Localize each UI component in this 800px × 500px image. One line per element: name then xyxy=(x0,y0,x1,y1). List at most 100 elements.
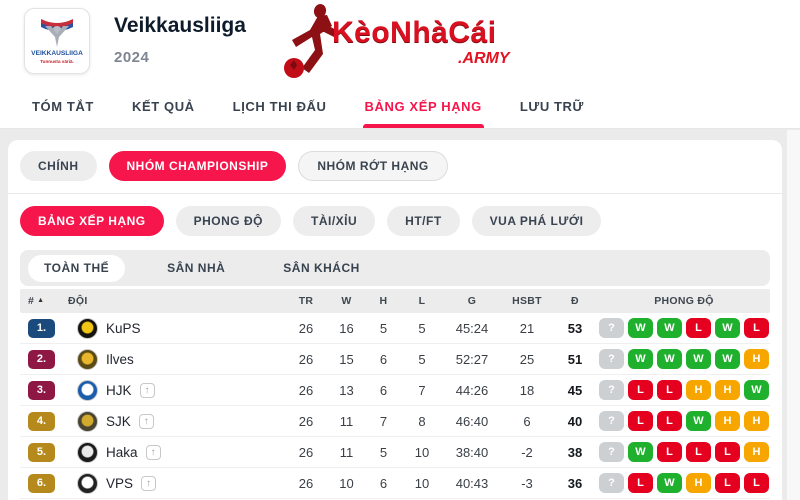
form-badge[interactable]: W xyxy=(657,349,682,369)
col-losses: L xyxy=(418,295,426,307)
table-row[interactable]: 4. SJK ↑ 26 11 7 8 46:40 6 40 ? L L W H H xyxy=(20,406,770,437)
nav-tab[interactable]: TÓM TẮT xyxy=(32,98,94,114)
form-badge[interactable]: ? xyxy=(599,380,624,400)
nav-tab[interactable]: BẢNG XẾP HẠNG xyxy=(362,84,484,128)
table-row[interactable]: 2. Ilves 26 15 6 5 52:27 25 51 ? W W W W H xyxy=(20,344,770,375)
table-row[interactable]: 5. Haka ↑ 26 11 5 10 38:40 -2 38 ? W L L L H xyxy=(20,437,770,468)
form-badge[interactable]: L xyxy=(628,380,653,400)
goal-difference: -2 xyxy=(521,444,533,460)
wins: 11 xyxy=(339,444,354,460)
form-badge[interactable]: ? xyxy=(599,318,624,338)
matches-played: 26 xyxy=(298,413,314,429)
soccer-player-icon xyxy=(284,4,340,78)
form-badge[interactable]: W xyxy=(628,318,653,338)
form-badges: ? L L H H W xyxy=(598,380,770,400)
team-name[interactable]: SJK xyxy=(106,413,131,429)
scope-tab[interactable]: SÂN NHÀ xyxy=(167,261,226,275)
promotion-arrow-icon: ↑ xyxy=(145,444,161,460)
points: 51 xyxy=(567,351,583,367)
form-badge[interactable]: L xyxy=(628,473,653,493)
col-wins: W xyxy=(341,295,352,307)
team-name[interactable]: VPS xyxy=(106,475,134,491)
goal-difference: 21 xyxy=(519,320,535,336)
table-row[interactable]: 6. VPS ↑ 26 10 6 10 40:43 -3 36 ? L W H L L xyxy=(20,468,770,499)
rank-badge: 3. xyxy=(28,380,55,400)
col-goal-diff: HSBT xyxy=(512,295,542,307)
form-badge[interactable]: L xyxy=(686,442,711,462)
filter-pill[interactable]: HT/FT xyxy=(387,206,460,236)
goals: 45:24 xyxy=(455,320,489,336)
form-badge[interactable]: L xyxy=(744,473,769,493)
form-badge[interactable]: H xyxy=(744,442,769,462)
site-brand[interactable]: KèoNhàCái .ARMY xyxy=(284,0,546,84)
team-name[interactable]: Haka xyxy=(106,444,138,460)
matches-played: 26 xyxy=(298,444,314,460)
scope-tab[interactable]: TOÀN THỂ xyxy=(28,254,126,282)
form-badge[interactable]: L xyxy=(686,318,711,338)
draws: 6 xyxy=(379,351,388,367)
form-badge[interactable]: ? xyxy=(599,411,624,431)
losses: 7 xyxy=(418,382,426,398)
form-badge[interactable]: L xyxy=(715,442,740,462)
scope-tabs: TOÀN THỂ SÂN NHÀ SÂN KHÁCH xyxy=(20,250,770,286)
table-row[interactable]: 1. KuPS 26 16 5 5 45:24 21 53 ? W W L W L xyxy=(20,313,770,344)
form-badge[interactable]: W xyxy=(657,318,682,338)
team-name[interactable]: HJK xyxy=(106,382,132,398)
rank-badge: 2. xyxy=(28,349,55,369)
filter-pill[interactable]: PHONG ĐỘ xyxy=(175,206,281,236)
filter-pill[interactable]: CHÍNH xyxy=(20,151,97,181)
form-badge[interactable]: H xyxy=(686,380,711,400)
form-badge[interactable]: H xyxy=(744,411,769,431)
table-header: # ▲ ĐỘI TR W H L G HSBT Đ PHONG ĐỘ xyxy=(20,289,770,313)
losses: 5 xyxy=(418,320,426,336)
col-played: TR xyxy=(298,295,314,307)
scope-tab[interactable]: SÂN KHÁCH xyxy=(283,261,360,275)
filter-pill[interactable]: NHÓM RỚT HẠNG xyxy=(298,151,448,181)
draws: 7 xyxy=(379,413,388,429)
filter-pill[interactable]: BẢNG XẾP HẠNG xyxy=(20,206,164,236)
form-badge[interactable]: W xyxy=(715,349,740,369)
form-badge[interactable]: W xyxy=(628,349,653,369)
points: 40 xyxy=(567,413,583,429)
form-badge[interactable]: H xyxy=(686,473,711,493)
form-badge[interactable]: L xyxy=(657,442,682,462)
form-badge[interactable]: W xyxy=(686,349,711,369)
filter-pill[interactable]: TÀI/XỈU xyxy=(292,206,376,236)
form-badge[interactable]: W xyxy=(744,380,769,400)
nav-tab[interactable]: LƯU TRỮ xyxy=(519,98,584,114)
form-badge[interactable]: W xyxy=(628,442,653,462)
group-tabs: CHÍNH NHÓM CHAMPIONSHIP NHÓM RỚT HẠNG xyxy=(20,150,770,182)
form-badges: ? W L L L H xyxy=(598,442,770,462)
form-badge[interactable]: H xyxy=(744,349,769,369)
veikkausliiga-logo-icon: VEIKKAUSLIIGA Tunnusta väriä. xyxy=(31,19,83,64)
table-row[interactable]: 3. HJK ↑ 26 13 6 7 44:26 18 45 ? L L H H W xyxy=(20,375,770,406)
form-badge[interactable]: W xyxy=(657,473,682,493)
matches-played: 26 xyxy=(298,320,314,336)
form-badge[interactable]: W xyxy=(686,411,711,431)
form-badge[interactable]: L xyxy=(657,411,682,431)
team-name[interactable]: Ilves xyxy=(106,351,134,367)
goals: 46:40 xyxy=(455,413,489,429)
brand-name: KèoNhàCái xyxy=(332,16,497,49)
team-logo-icon xyxy=(76,379,98,401)
team-name[interactable]: KuPS xyxy=(106,320,141,336)
promotion-arrow-icon: ↑ xyxy=(141,475,157,491)
col-form: PHONG ĐỘ xyxy=(654,295,714,307)
form-badge[interactable]: L xyxy=(744,318,769,338)
filter-pill[interactable]: NHÓM CHAMPIONSHIP xyxy=(108,151,287,181)
form-badge[interactable]: L xyxy=(657,380,682,400)
nav-tab[interactable]: KẾT QUẢ xyxy=(131,98,195,114)
sort-asc-icon: ▲ xyxy=(37,297,45,304)
scrollbar-track[interactable] xyxy=(787,130,800,500)
nav-tab[interactable]: LỊCH THI ĐẤU xyxy=(232,98,327,114)
form-badge[interactable]: H xyxy=(715,411,740,431)
form-badge[interactable]: H xyxy=(715,380,740,400)
form-badge[interactable]: ? xyxy=(599,473,624,493)
form-badge[interactable]: ? xyxy=(599,349,624,369)
filter-pill[interactable]: VUA PHÁ LƯỚI xyxy=(471,206,602,236)
form-badge[interactable]: L xyxy=(628,411,653,431)
form-badge[interactable]: W xyxy=(715,318,740,338)
rank-sort-header[interactable]: # ▲ xyxy=(28,295,45,307)
form-badge[interactable]: ? xyxy=(599,442,624,462)
form-badge[interactable]: L xyxy=(715,473,740,493)
